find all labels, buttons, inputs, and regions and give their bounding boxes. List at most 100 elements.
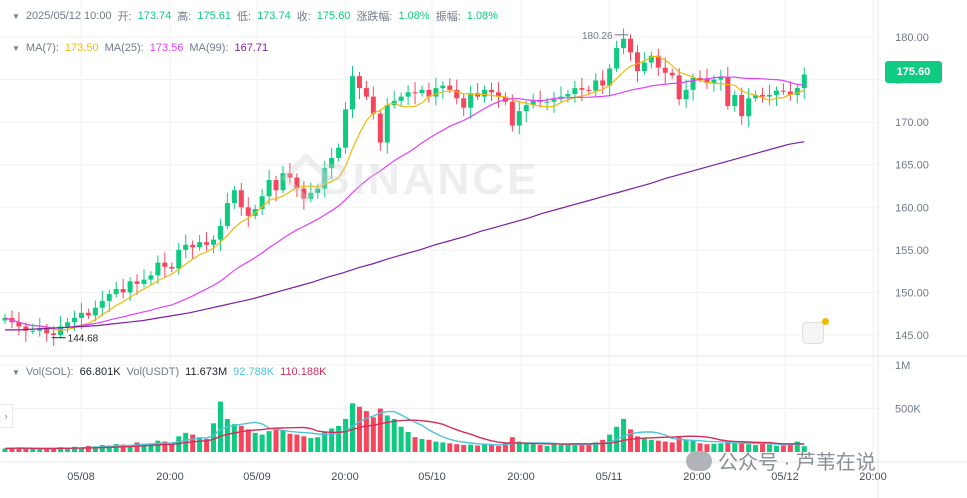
footer-watermark: 公众号 · 芦苇在说: [686, 446, 876, 475]
expand-arrow-icon[interactable]: ›: [0, 404, 13, 428]
volume-bar: [787, 443, 793, 452]
candle-body: [106, 294, 112, 301]
volume-bar: [704, 444, 710, 452]
candle-body: [530, 100, 536, 106]
candle-body: [760, 94, 766, 97]
candle-body: [551, 99, 557, 102]
candle-body: [141, 279, 147, 284]
candle-body: [259, 196, 265, 209]
volume-bar: [801, 446, 807, 452]
volume-bar: [398, 426, 404, 452]
close-label: 收:: [296, 11, 311, 23]
ma-info-row: ▼ MA(7): 173.50 MA(25): 173.56 MA(99): 1…: [12, 42, 268, 54]
low-marker-label: 144.68: [68, 334, 99, 345]
volume-bar: [155, 440, 161, 452]
candle-body: [197, 242, 203, 248]
price-axis-label: 155.00: [895, 245, 929, 257]
candle-body: [732, 94, 738, 106]
candle-body: [127, 281, 133, 293]
ma25-line: [4, 76, 805, 329]
candle-body: [662, 67, 668, 73]
volume-bar: [468, 444, 474, 452]
candle-body: [725, 77, 731, 106]
volume-bar: [58, 447, 64, 452]
volume-bar: [377, 408, 383, 452]
volume-bar: [509, 437, 515, 452]
volume-bar: [405, 431, 411, 452]
candle-body: [92, 307, 98, 316]
volume-bar: [259, 434, 265, 452]
candle-body: [565, 94, 571, 97]
volume-bar: [655, 440, 661, 452]
candle-body: [621, 38, 627, 49]
eye-toggle-icon[interactable]: ▼: [12, 11, 20, 21]
volume-bar: [558, 445, 564, 452]
volume-bar: [252, 432, 258, 452]
candle-body: [176, 249, 182, 269]
candle-body: [516, 111, 522, 126]
volume-bar: [739, 442, 745, 452]
volume-bar: [482, 444, 488, 452]
volume-bar: [565, 445, 571, 452]
volume-bar: [85, 445, 91, 452]
candle-body: [454, 89, 460, 99]
change-label: 涨跌幅:: [356, 11, 393, 23]
candlestick-series: [2, 28, 807, 347]
candle-body: [669, 72, 675, 76]
volume-axis-label: 500K: [895, 404, 921, 416]
volume-bar: [697, 443, 703, 452]
volume-bar: [502, 442, 508, 452]
candle-body: [384, 105, 390, 143]
candle-body: [211, 239, 216, 245]
price-axis-label: 170.00: [895, 117, 929, 129]
volume-bar: [294, 434, 300, 452]
volume-bar: [113, 444, 119, 452]
candle-body: [461, 98, 467, 108]
candle-body: [794, 88, 800, 95]
wechat-icon: [686, 450, 712, 471]
candle-body: [753, 94, 759, 99]
candle-body: [148, 275, 154, 280]
candle-body: [30, 330, 36, 332]
candle-body: [363, 88, 369, 97]
ma25-value: 173.56: [149, 42, 184, 54]
moving-average-lines: [4, 55, 805, 331]
candle-body: [697, 77, 703, 79]
volume-bar: [44, 448, 50, 452]
candle-body: [405, 92, 411, 97]
volume-bar: [426, 439, 432, 452]
amplitude-value: 1.08%: [466, 10, 498, 22]
open-value: 173.74: [137, 10, 172, 22]
volume-bar: [224, 418, 230, 452]
volume-bar: [329, 428, 335, 452]
time-axis-label: 20:00: [859, 471, 887, 483]
notes-icon[interactable]: [802, 322, 824, 344]
open-label: 开:: [117, 11, 132, 23]
candle-body: [586, 89, 592, 91]
candle-body: [641, 62, 647, 72]
volume-bar: [773, 445, 779, 452]
volume-bar: [648, 439, 654, 452]
footer-watermark-text: 公众号 · 芦苇在说: [718, 452, 876, 474]
candle-body: [37, 328, 43, 331]
volume-bar: [718, 443, 724, 452]
volume-bar: [211, 423, 216, 452]
vol-value: 66.801K: [79, 366, 121, 378]
vol-usdt-value: 11.673M: [185, 366, 228, 378]
high-marker-label: 180.26: [582, 31, 613, 42]
candle-body: [579, 88, 585, 90]
volume-bar: [662, 441, 668, 452]
candle-body: [773, 90, 779, 95]
eye-toggle-icon[interactable]: ▼: [12, 43, 20, 53]
candle-body: [426, 89, 432, 97]
volume-bar: [461, 445, 467, 452]
volume-bar: [273, 427, 279, 452]
volume-bar: [23, 448, 29, 452]
volume-axis-label: 1M: [895, 360, 910, 372]
candle-body: [65, 322, 71, 327]
volume-bar: [65, 447, 71, 452]
candle-body: [350, 76, 355, 110]
eye-toggle-icon[interactable]: ▼: [12, 367, 20, 377]
